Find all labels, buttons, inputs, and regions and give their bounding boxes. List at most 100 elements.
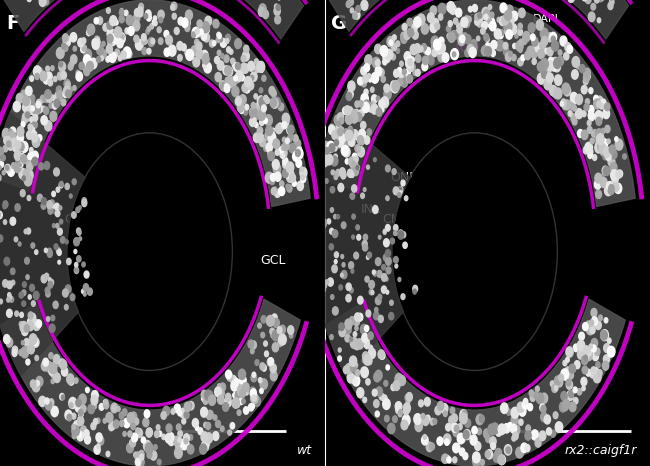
Circle shape — [461, 437, 465, 443]
Circle shape — [486, 37, 489, 42]
Circle shape — [581, 377, 587, 386]
Circle shape — [32, 137, 40, 147]
Circle shape — [32, 158, 36, 164]
Circle shape — [231, 376, 237, 384]
Circle shape — [348, 90, 353, 98]
Circle shape — [582, 356, 588, 365]
Circle shape — [328, 278, 333, 286]
Circle shape — [297, 147, 302, 154]
Circle shape — [510, 17, 514, 24]
Circle shape — [342, 263, 345, 267]
Circle shape — [203, 422, 207, 428]
Circle shape — [603, 154, 607, 160]
Circle shape — [270, 328, 274, 335]
Circle shape — [271, 333, 275, 338]
Circle shape — [571, 367, 575, 372]
Circle shape — [601, 99, 606, 107]
Circle shape — [359, 129, 365, 139]
Circle shape — [484, 34, 489, 41]
Text: ONL: ONL — [507, 171, 533, 184]
Circle shape — [424, 48, 428, 54]
Circle shape — [240, 108, 244, 114]
Circle shape — [96, 36, 99, 41]
Circle shape — [346, 283, 351, 290]
Circle shape — [30, 117, 33, 123]
Circle shape — [158, 431, 162, 437]
Circle shape — [292, 180, 296, 186]
Circle shape — [248, 81, 254, 90]
Circle shape — [577, 63, 580, 69]
Circle shape — [584, 355, 588, 360]
Circle shape — [79, 394, 86, 404]
Circle shape — [273, 164, 281, 174]
Circle shape — [4, 335, 10, 343]
Circle shape — [500, 17, 505, 25]
Circle shape — [601, 330, 607, 340]
Circle shape — [203, 53, 209, 60]
Circle shape — [430, 418, 435, 425]
Circle shape — [376, 258, 381, 266]
Circle shape — [14, 162, 21, 172]
Circle shape — [250, 389, 256, 397]
Circle shape — [346, 92, 352, 101]
Circle shape — [382, 395, 387, 402]
Circle shape — [216, 37, 220, 42]
Circle shape — [479, 415, 484, 423]
Circle shape — [84, 67, 90, 75]
Circle shape — [44, 162, 49, 170]
Circle shape — [555, 75, 560, 82]
Circle shape — [103, 418, 107, 423]
Circle shape — [601, 329, 608, 341]
Circle shape — [334, 260, 337, 264]
Circle shape — [523, 31, 530, 42]
Circle shape — [29, 148, 33, 153]
Circle shape — [106, 451, 110, 457]
Circle shape — [379, 393, 384, 400]
Circle shape — [393, 35, 396, 40]
Circle shape — [476, 414, 484, 425]
Circle shape — [467, 44, 474, 54]
Circle shape — [597, 370, 602, 377]
Circle shape — [274, 4, 278, 9]
Circle shape — [332, 230, 338, 238]
Circle shape — [106, 45, 112, 54]
Circle shape — [244, 388, 249, 395]
Circle shape — [86, 387, 89, 392]
Circle shape — [402, 232, 406, 238]
Circle shape — [178, 438, 181, 443]
Circle shape — [138, 458, 144, 466]
Circle shape — [535, 439, 541, 447]
Circle shape — [481, 28, 485, 34]
Circle shape — [67, 258, 71, 265]
Circle shape — [525, 51, 530, 60]
Circle shape — [21, 325, 27, 331]
Circle shape — [548, 57, 554, 66]
Circle shape — [358, 339, 363, 348]
Circle shape — [22, 176, 25, 181]
Text: GCL: GCL — [260, 254, 286, 267]
Circle shape — [575, 361, 580, 369]
Circle shape — [39, 163, 44, 170]
Circle shape — [225, 77, 231, 85]
Circle shape — [31, 301, 35, 306]
Circle shape — [65, 184, 70, 190]
Circle shape — [425, 47, 430, 55]
Circle shape — [396, 41, 400, 47]
Circle shape — [407, 75, 413, 82]
Circle shape — [32, 121, 38, 128]
Circle shape — [356, 6, 361, 13]
Circle shape — [352, 161, 356, 166]
Circle shape — [275, 150, 280, 155]
Circle shape — [494, 29, 501, 39]
Circle shape — [370, 87, 374, 92]
Circle shape — [348, 137, 355, 146]
Circle shape — [248, 340, 254, 348]
Circle shape — [20, 312, 23, 317]
Circle shape — [357, 234, 361, 240]
Circle shape — [183, 17, 190, 28]
Circle shape — [588, 12, 595, 22]
Circle shape — [399, 72, 403, 78]
Circle shape — [131, 433, 138, 442]
Circle shape — [568, 371, 573, 379]
Circle shape — [280, 147, 287, 158]
